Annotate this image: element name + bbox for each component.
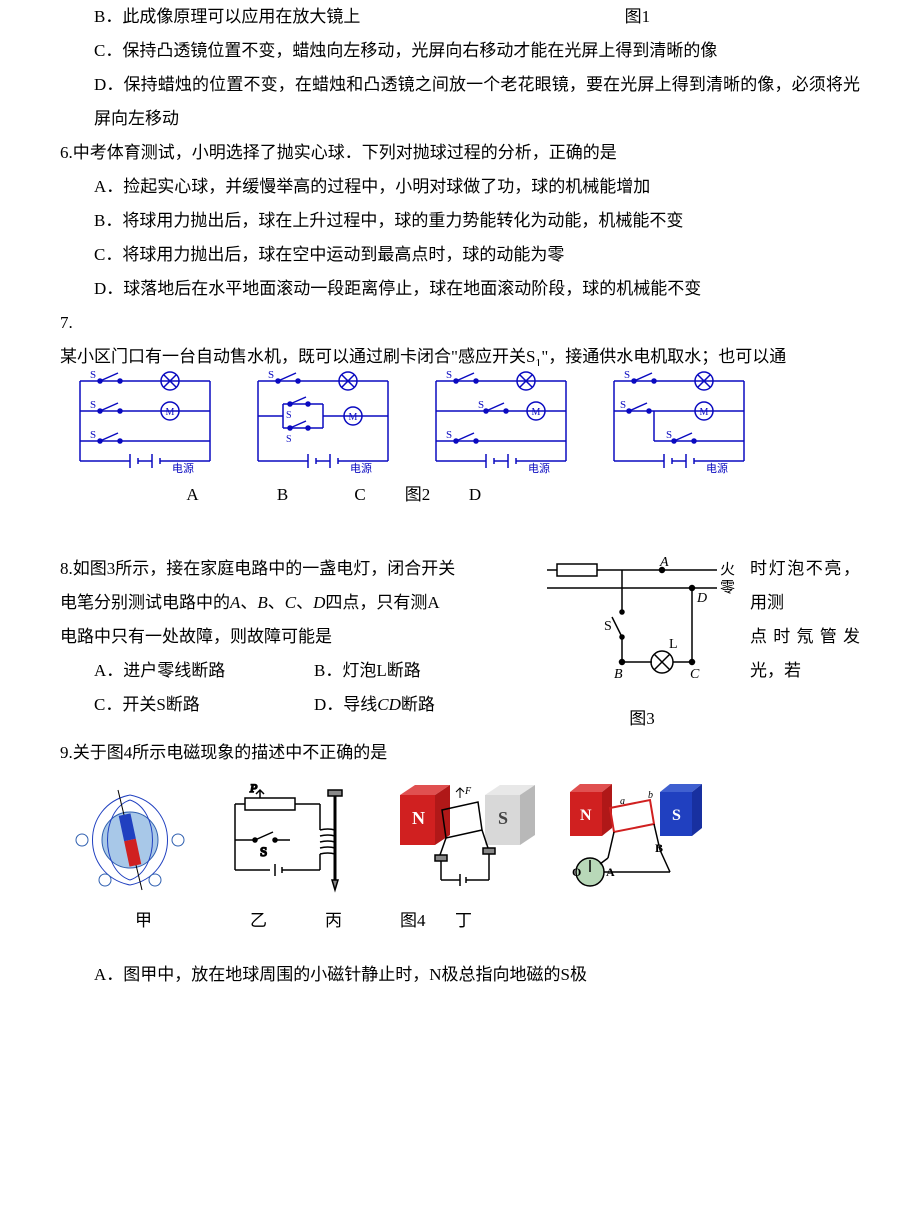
q8-stem-2b: 四点，只有测A bbox=[325, 593, 439, 612]
q6-opt-d: D．球落地后在水平地面滚动一段距离停止，球在地面滚动阶段，球的机械能不变 bbox=[60, 272, 860, 306]
svg-text:S: S bbox=[90, 399, 96, 411]
exam-page: B．此成像原理可以应用在放大镜上 图1 C．保持凸透镜位置不变，蜡烛向左移动，光… bbox=[0, 0, 920, 1032]
q7-label-a: A bbox=[150, 478, 235, 512]
svg-text:N: N bbox=[412, 808, 425, 828]
q9-fig-jia bbox=[60, 780, 200, 900]
svg-text:S: S bbox=[604, 619, 612, 634]
svg-text:B: B bbox=[614, 667, 623, 682]
q8-figure: A D S L B C 火 零 图3 bbox=[542, 552, 742, 736]
svg-text:L: L bbox=[669, 637, 678, 652]
q9-fig-label: 图4 bbox=[400, 904, 455, 938]
q7-circuits: M S S S 电源 bbox=[60, 366, 860, 476]
svg-text:C: C bbox=[690, 667, 700, 682]
svg-text:N: N bbox=[580, 807, 592, 824]
q8-right-col: 时灯泡不亮，用测 点时氖管发光，若 bbox=[750, 552, 860, 688]
q7-stem-1a: 某小区门口有一台自动售水机，既可以通过刷卡闭合"感应开关S bbox=[60, 347, 535, 366]
q8-stem-2a: 电笔分别测试电路中的 bbox=[60, 593, 230, 612]
q8-stem-3: 电路中只有一处故障，则故障可能是 bbox=[60, 620, 534, 654]
q7-opt-labels: A B C 图2 D bbox=[60, 478, 860, 512]
svg-text:S: S bbox=[478, 399, 484, 411]
svg-text:电源: 电源 bbox=[350, 461, 372, 475]
circuit-d: M S S S 电源 bbox=[594, 366, 764, 476]
svg-text:A: A bbox=[606, 865, 615, 879]
q9-opt-a: A．图甲中，放在地球周围的小磁针静止时，N极总指向地磁的S极 bbox=[60, 958, 860, 992]
q7-label-d: D bbox=[445, 478, 505, 512]
q9-figures: P S bbox=[60, 780, 860, 900]
svg-text:S: S bbox=[498, 808, 508, 828]
svg-text:S: S bbox=[620, 399, 626, 411]
q9-fig-yi: P S bbox=[220, 780, 370, 900]
q9-label-ding: 丁 bbox=[455, 904, 515, 938]
svg-text:电源: 电源 bbox=[706, 461, 728, 475]
svg-text:S: S bbox=[90, 429, 96, 441]
q8-block: 8.如图3所示，接在家庭电路中的一盏电灯，闭合开关 电笔分别测试电路中的A、B、… bbox=[60, 552, 860, 736]
q9-label-yi: 乙 bbox=[250, 904, 325, 938]
svg-text:M: M bbox=[349, 412, 358, 423]
svg-text:b: b bbox=[648, 790, 653, 801]
svg-text:B: B bbox=[655, 841, 663, 855]
circuit-c: M S S S 电源 bbox=[416, 366, 586, 476]
svg-text:M: M bbox=[532, 407, 541, 418]
svg-text:S: S bbox=[90, 369, 96, 381]
q6-opt-a: A．捡起实心球，并缓慢举高的过程中，小明对球做了功，球的机械能增加 bbox=[60, 170, 860, 204]
q5-fig-label: 图1 bbox=[625, 0, 651, 34]
q6-stem: 6.中考体育测试，小明选择了抛实心球．下列对抛球过程的分析，正确的是 bbox=[60, 136, 860, 170]
q8-stem-2: 电笔分别测试电路中的A、B、C、D四点，只有测A bbox=[60, 586, 534, 620]
q5-opt-b-line: B．此成像原理可以应用在放大镜上 图1 bbox=[60, 0, 860, 34]
q8-opt-a: A．进户零线断路 bbox=[94, 654, 314, 688]
circuit-b: M S S S 电源 bbox=[238, 366, 408, 476]
q8-stem-2-right: 点时氖管发光，若 bbox=[750, 620, 860, 688]
q7-fig-label: 图2 bbox=[390, 478, 445, 512]
q5-opt-d: D．保持蜡烛的位置不变，在蜡烛和凸透镜之间放一个老花眼镜，要在光屏上得到清晰的像… bbox=[60, 68, 860, 136]
q8-opt-c: C．开关S断路 bbox=[94, 688, 314, 722]
q7-label-c: C bbox=[330, 478, 390, 512]
svg-text:P: P bbox=[249, 781, 258, 795]
svg-text:M: M bbox=[166, 407, 175, 418]
svg-text:S: S bbox=[260, 844, 267, 859]
q8-opt-b: B．灯泡L断路 bbox=[314, 654, 534, 688]
q6-opt-c: C．将球用力抛出后，球在空中运动到最高点时，球的动能为零 bbox=[60, 238, 860, 272]
q7-label-b: B bbox=[235, 478, 330, 512]
q8-opts-row2: C．开关S断路 D．导线CD断路 bbox=[60, 688, 534, 722]
q5-opt-b: B．此成像原理可以应用在放大镜上 bbox=[94, 7, 360, 26]
q8-opt-d: D．导线CD断路 bbox=[314, 688, 534, 722]
svg-text:电源: 电源 bbox=[172, 461, 194, 475]
svg-text:S: S bbox=[672, 807, 681, 824]
svg-text:D: D bbox=[696, 591, 707, 606]
svg-text:A: A bbox=[659, 555, 669, 570]
svg-text:S: S bbox=[268, 369, 274, 381]
q9-sublabels: 甲 乙 丙 图4 丁 bbox=[60, 904, 860, 938]
svg-text:S: S bbox=[446, 369, 452, 381]
svg-text:S: S bbox=[624, 369, 630, 381]
q8-stem-1-left: 8.如图3所示，接在家庭电路中的一盏电灯，闭合开关 bbox=[60, 552, 534, 586]
q8-fig-label: 图3 bbox=[542, 702, 742, 736]
q8-stem-1-right: 时灯泡不亮，用测 bbox=[750, 552, 860, 620]
svg-text:F: F bbox=[464, 786, 472, 797]
q9-stem: 9.关于图4所示电磁现象的描述中不正确的是 bbox=[60, 736, 860, 770]
q6-opt-b: B．将球用力抛出后，球在上升过程中，球的重力势能转化为动能，机械能不变 bbox=[60, 204, 860, 238]
svg-text:电源: 电源 bbox=[528, 461, 550, 475]
svg-text:零: 零 bbox=[720, 580, 735, 596]
q7-stem-1b: "，接通供水电机取水；也可以通 bbox=[541, 347, 786, 366]
svg-text:O: O bbox=[572, 865, 581, 879]
circuit-a: M S S S 电源 bbox=[60, 366, 230, 476]
q9-label-jia: 甲 bbox=[135, 904, 250, 938]
q9-fig-bing: N S bbox=[390, 780, 540, 900]
svg-text:S: S bbox=[286, 434, 292, 445]
svg-text:S: S bbox=[666, 429, 672, 441]
svg-text:火: 火 bbox=[720, 562, 735, 578]
q5-opt-c: C．保持凸透镜位置不变，蜡烛向左移动，光屏向右移动才能在光屏上得到清晰的像 bbox=[60, 34, 860, 68]
svg-text:M: M bbox=[700, 407, 709, 418]
q8-opts-row1: A．进户零线断路 B．灯泡L断路 bbox=[60, 654, 534, 688]
svg-text:a: a bbox=[620, 796, 625, 807]
svg-text:S: S bbox=[286, 410, 292, 421]
q7-num: 7. bbox=[60, 306, 860, 340]
q9-label-bing: 丙 bbox=[325, 904, 400, 938]
q9-fig-ding: N S bbox=[560, 780, 710, 900]
svg-text:S: S bbox=[446, 429, 452, 441]
